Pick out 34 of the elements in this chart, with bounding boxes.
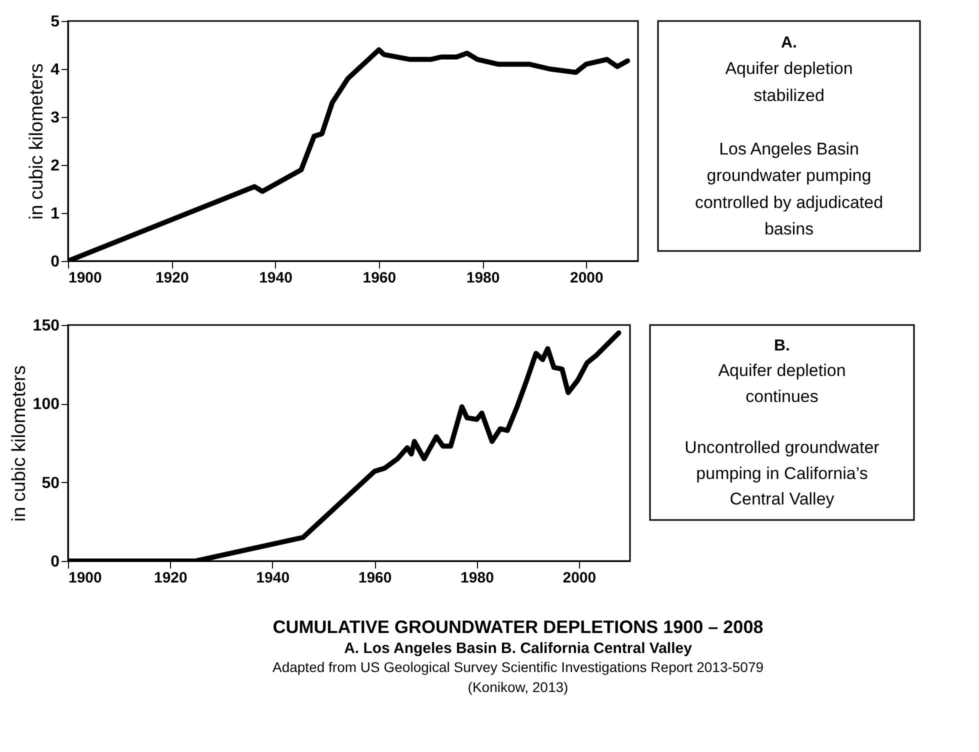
y-tick-label: 0 <box>50 554 60 570</box>
x-tick-label: 1980 <box>466 270 500 286</box>
y-tick-label: 5 <box>50 14 60 30</box>
y-axis-title: in cubic kilometers <box>8 365 30 522</box>
x-tick-label: 2000 <box>570 270 604 286</box>
x-tick-label: 1900 <box>68 570 102 586</box>
text: Uncontrolled groundwater pumping in California’s Central Valley <box>684 438 880 508</box>
y-tick-label: 50 <box>42 474 60 492</box>
x-tick-label: 1980 <box>460 570 494 586</box>
x-tick-label: 1920 <box>154 570 188 586</box>
text: CUMULATIVE GROUNDWATER DEPLETIONS 1900 – 2008 <box>272 617 764 637</box>
text: Los Angeles Basin groundwater pumping controlled by adjudicated basins <box>694 139 884 239</box>
x-tick-label: 1940 <box>259 270 292 286</box>
x-tick-label: 1960 <box>358 570 392 586</box>
x-tick-label: 1900 <box>68 270 102 286</box>
text: Adapted from US Geological Survey Scientific Investigations Report 2013-5079 <box>272 659 764 675</box>
y-tick-label: 3 <box>50 110 60 126</box>
x-tick-label: 1960 <box>362 270 396 286</box>
y-tick-label: 0 <box>50 254 60 270</box>
text: Aquifer depletion continues <box>718 361 846 406</box>
text: A. <box>781 34 797 52</box>
y-tick-label: 150 <box>32 318 60 334</box>
x-tick-label: 1920 <box>155 270 189 286</box>
x-tick-label: 1940 <box>256 570 290 586</box>
text: (Konikow, 2013) <box>468 679 568 695</box>
text: A. Los Angeles Basin B. California Central Valley <box>344 640 693 657</box>
y-tick-label: 100 <box>32 396 60 414</box>
y-tick-label: 1 <box>50 206 60 222</box>
y-tick-label: 2 <box>50 158 60 174</box>
y-axis-title: in cubic kilometers <box>26 63 48 220</box>
x-tick-label: 2000 <box>562 570 596 586</box>
text: Aquifer depletion stabilized <box>725 59 853 105</box>
text: B. <box>774 338 790 355</box>
y-tick-label: 4 <box>50 62 60 78</box>
